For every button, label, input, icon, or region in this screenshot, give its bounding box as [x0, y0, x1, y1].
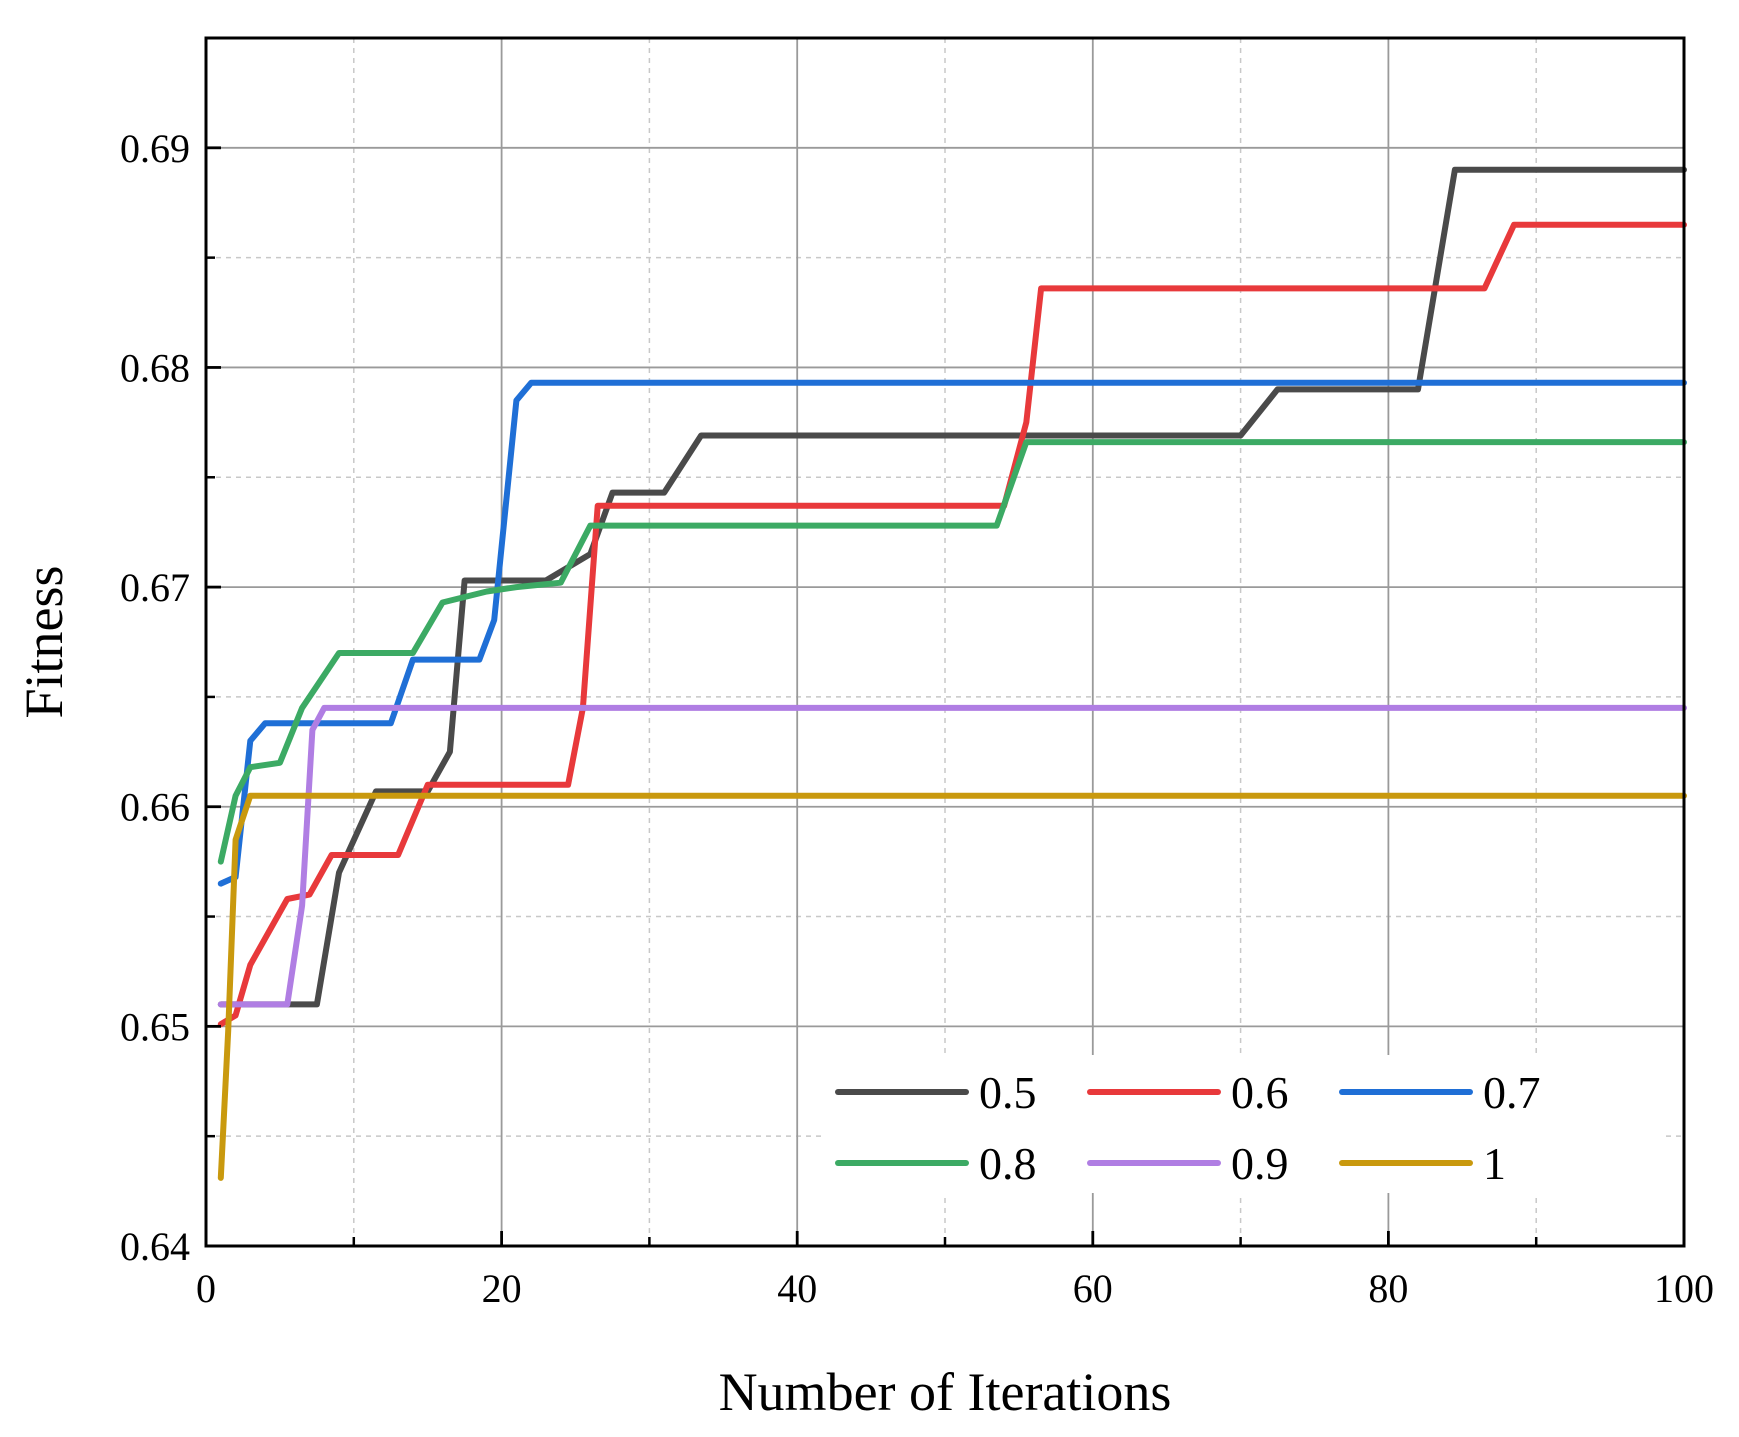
legend-label-0.5: 0.5 — [979, 1067, 1037, 1118]
y-tick-label: 0.69 — [120, 126, 190, 171]
series-line-0.6 — [217, 221, 1687, 1028]
series-line-1 — [217, 792, 1687, 1181]
axes: 0 20 40 60 80 100 0.64 0.65 0.66 0.67 0.68 0.69 — [120, 126, 1714, 1311]
x-tick-label: 80 — [1368, 1266, 1408, 1311]
series-layer — [217, 166, 1687, 1181]
legend-label-0.9: 0.9 — [1231, 1138, 1289, 1189]
legend-label-0.8: 0.8 — [979, 1138, 1037, 1189]
grid — [206, 38, 1684, 1246]
series-line-0.7 — [217, 379, 1687, 887]
y-tick-label: 0.65 — [120, 1004, 190, 1049]
legend-label-1: 1 — [1483, 1138, 1506, 1189]
legend: 0.5 0.6 0.7 0.8 0.9 1 — [826, 1055, 1662, 1193]
x-tick-label: 100 — [1654, 1266, 1714, 1311]
y-tick-label: 0.64 — [120, 1224, 190, 1269]
legend-background — [826, 1055, 1662, 1193]
x-tick-label: 20 — [482, 1266, 522, 1311]
y-axis-title: Fitness — [14, 565, 74, 718]
series-line-0.5 — [217, 166, 1687, 1008]
y-tick-label: 0.67 — [120, 565, 190, 610]
legend-label-0.6: 0.6 — [1231, 1067, 1289, 1118]
y-tick-label: 0.66 — [120, 785, 190, 830]
x-tick-label: 0 — [196, 1266, 216, 1311]
y-tick-label: 0.68 — [120, 345, 190, 390]
x-tick-label: 40 — [777, 1266, 817, 1311]
x-axis-title: Number of Iterations — [719, 1362, 1172, 1422]
x-tick-label: 60 — [1073, 1266, 1113, 1311]
series-line-0.8 — [217, 439, 1687, 865]
series-line-0.9 — [217, 704, 1687, 1008]
legend-label-0.7: 0.7 — [1483, 1067, 1541, 1118]
